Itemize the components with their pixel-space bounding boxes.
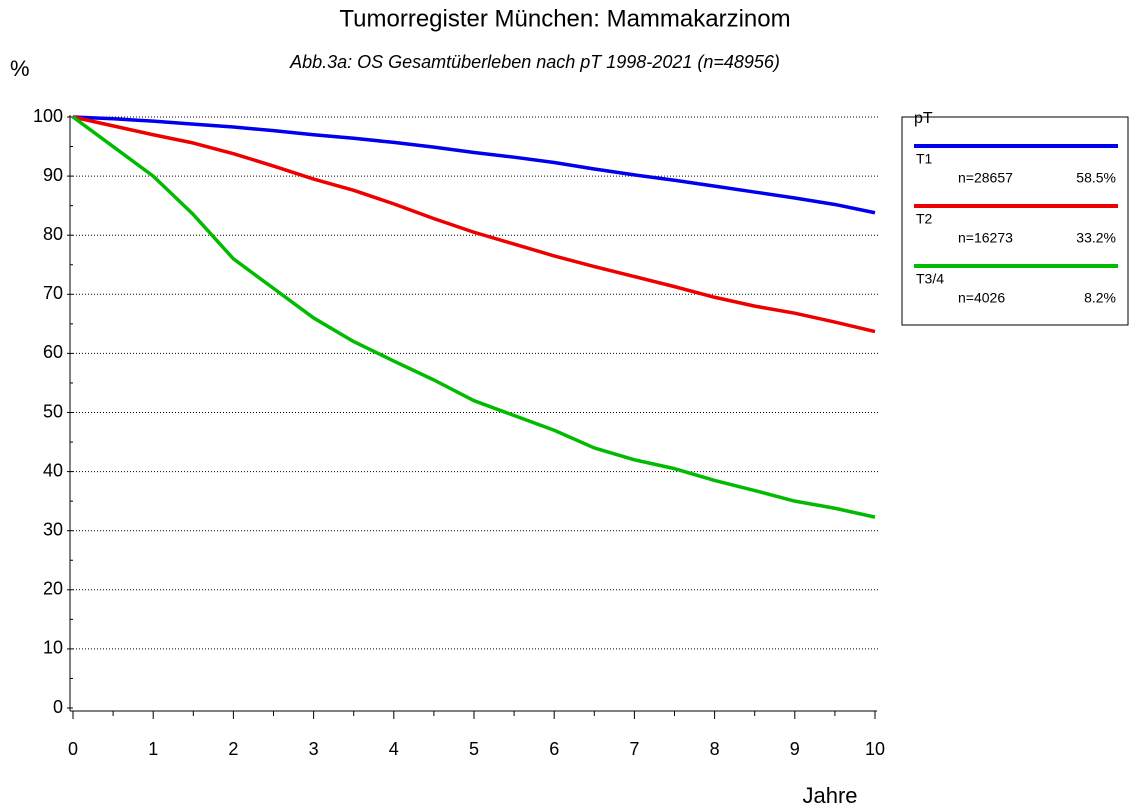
x-tick-label: 1 (148, 739, 158, 759)
legend-box (901, 116, 1129, 326)
y-tick-label: 10 (43, 638, 63, 658)
x-tick-label: 3 (309, 739, 319, 759)
chart-subtitle: Abb.3a: OS Gesamtüberleben nach pT 1998-… (289, 52, 780, 72)
legend-count: n=4026 (958, 290, 1005, 306)
legend-label: T2 (916, 211, 933, 227)
legend-count: n=16273 (958, 230, 1013, 246)
legend-title: pT (914, 110, 933, 127)
legend-label: T3/4 (916, 271, 944, 287)
x-tick-label: 7 (629, 739, 639, 759)
x-tick-label: 4 (389, 739, 399, 759)
y-tick-label: 100 (33, 106, 63, 126)
y-tick-label: 40 (43, 460, 63, 480)
x-tick-label: 10 (865, 739, 885, 759)
series-line (72, 115, 876, 215)
y-tick-label: 30 (43, 519, 63, 539)
chart-title: Tumorregister München: Mammakarzinom (339, 5, 790, 32)
y-axis-label: % (10, 56, 30, 81)
x-tick-label: 2 (228, 739, 238, 759)
legend-count: n=28657 (958, 170, 1013, 186)
series-line (72, 115, 876, 334)
legend-percent: 8.2% (1084, 290, 1116, 306)
y-tick-label: 90 (43, 165, 63, 185)
y-tick-label: 20 (43, 579, 63, 599)
y-tick-label: 60 (43, 342, 63, 362)
x-tick-label: 0 (68, 739, 78, 759)
x-tick-label: 5 (469, 739, 479, 759)
legend-percent: 58.5% (1076, 170, 1116, 186)
x-tick-label: 6 (549, 739, 559, 759)
legend-percent: 33.2% (1076, 230, 1116, 246)
legend-label: T1 (916, 151, 933, 167)
x-tick-label: 9 (790, 739, 800, 759)
x-tick-label: 8 (710, 739, 720, 759)
y-tick-label: 50 (43, 401, 63, 421)
x-axis-label: Jahre (802, 783, 857, 808)
series-line (71, 115, 876, 519)
y-tick-label: 80 (43, 224, 63, 244)
y-tick-label: 70 (43, 283, 63, 303)
y-tick-label: 0 (53, 697, 63, 717)
